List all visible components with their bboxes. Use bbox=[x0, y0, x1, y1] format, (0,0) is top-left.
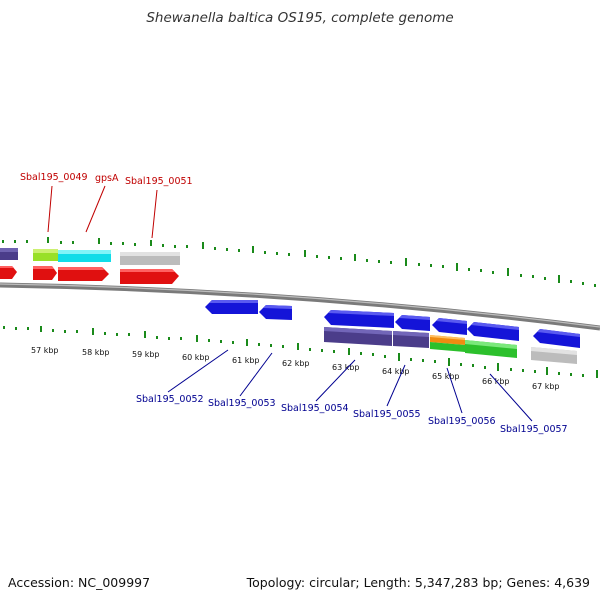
gene-label-sbal195-0051[interactable]: Sbal195_0051 bbox=[125, 176, 193, 187]
kbp-label: 67 kbp bbox=[532, 382, 560, 391]
kbp-label: 58 kbp bbox=[82, 348, 110, 357]
gene-feature[interactable] bbox=[120, 269, 179, 284]
gene-feature[interactable] bbox=[205, 300, 258, 314]
top-gene-callouts bbox=[47, 185, 158, 239]
gene-label-gpsa[interactable]: gpsA bbox=[95, 173, 119, 184]
bottom-gene-callouts bbox=[167, 349, 533, 422]
kbp-label: 62 kbp bbox=[282, 359, 310, 368]
gene-label-sbal195-0054[interactable]: Sbal195_0054 bbox=[281, 403, 349, 414]
gene-label-sbal195-0052[interactable]: Sbal195_0052 bbox=[136, 394, 204, 405]
lower-strand-features bbox=[205, 300, 580, 364]
accession-text: Accession: NC_009997 bbox=[8, 575, 151, 590]
gene-label-sbal195-0053[interactable]: Sbal195_0053 bbox=[208, 398, 276, 409]
gene-feature[interactable] bbox=[0, 266, 17, 279]
genome-backbone bbox=[0, 282, 600, 331]
kbp-label: 57 kbp bbox=[31, 346, 59, 355]
kbp-scale-labels: 57 kbp 58 kbp 59 kbp 60 kbp 61 kbp 62 kb… bbox=[31, 346, 560, 391]
topology-text: Topology: circular; Length: 5,347,283 bp… bbox=[246, 575, 590, 590]
gene-feature[interactable] bbox=[430, 342, 465, 352]
kbp-label: 66 kbp bbox=[482, 377, 510, 386]
lower-tick-row bbox=[3, 326, 598, 378]
gene-feature[interactable] bbox=[259, 305, 292, 320]
upper-tick-row bbox=[2, 237, 596, 287]
kbp-label: 61 kbp bbox=[232, 356, 260, 365]
upper-strand-features bbox=[0, 248, 180, 284]
gene-label-sbal195-0049[interactable]: Sbal195_0049 bbox=[20, 172, 88, 183]
kbp-label: 65 kbp bbox=[432, 372, 460, 381]
gene-label-sbal195-0056[interactable]: Sbal195_0056 bbox=[428, 416, 496, 427]
kbp-label: 60 kbp bbox=[182, 353, 210, 362]
gene-label-sbal195-0055[interactable]: Sbal195_0055 bbox=[353, 409, 421, 420]
kbp-label: 64 kbp bbox=[382, 367, 410, 376]
gene-feature[interactable] bbox=[33, 266, 57, 280]
gene-feature[interactable] bbox=[58, 267, 109, 281]
kbp-label: 63 kbp bbox=[332, 363, 360, 372]
genome-title: Shewanella baltica OS195, complete genom… bbox=[146, 10, 454, 26]
kbp-label: 59 kbp bbox=[132, 350, 160, 359]
gene-label-sbal195-0057[interactable]: Sbal195_0057 bbox=[500, 424, 568, 435]
